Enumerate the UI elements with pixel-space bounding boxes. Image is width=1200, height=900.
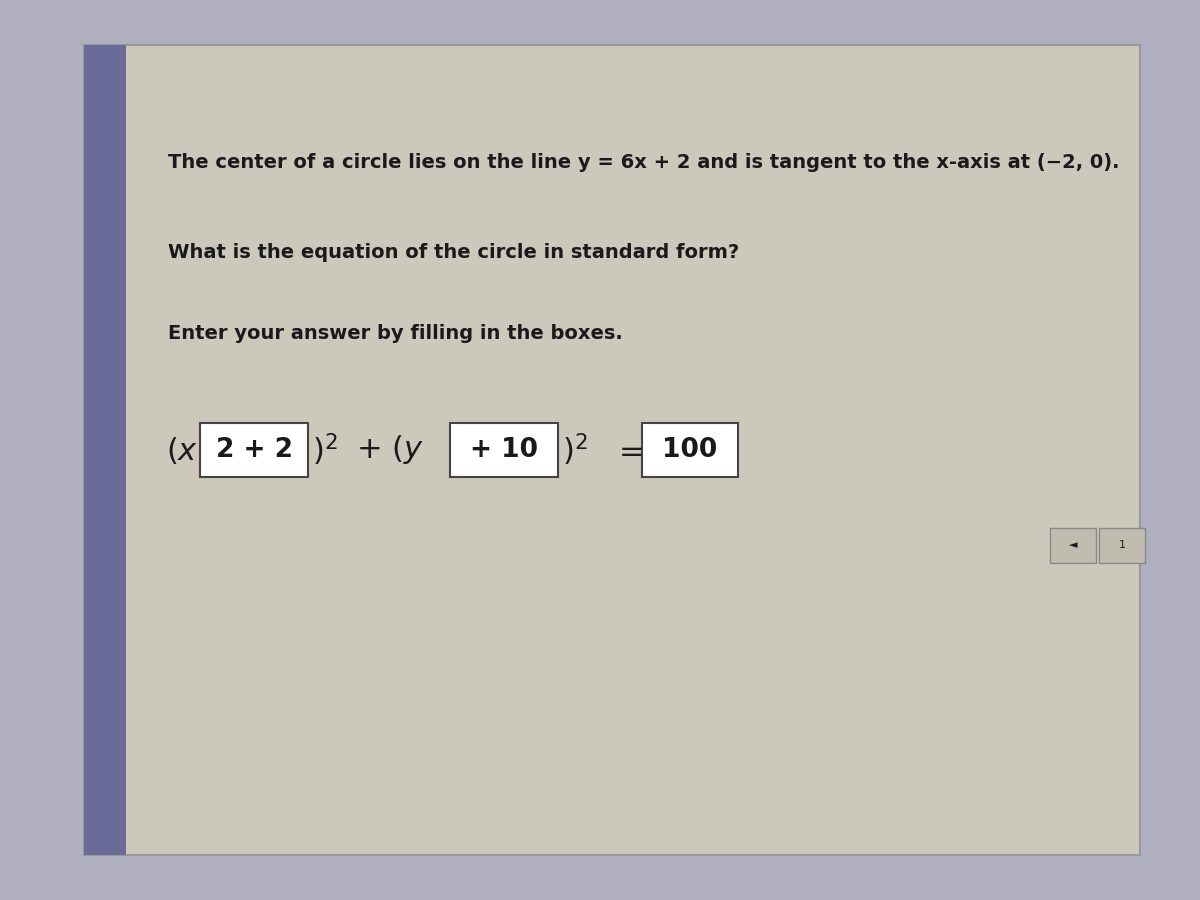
Text: ◄: ◄ [1068, 540, 1078, 551]
Text: 1: 1 [1118, 540, 1126, 551]
Bar [200, 423, 308, 477]
Text: $)^2$: $)^2$ [312, 432, 337, 468]
Text: $)^2$: $)^2$ [562, 432, 587, 468]
Bar [84, 45, 126, 855]
Bar [642, 423, 738, 477]
Bar [1099, 528, 1145, 562]
Text: 2 + 2: 2 + 2 [216, 437, 293, 463]
Text: 100: 100 [662, 437, 718, 463]
Text: What is the equation of the circle in standard form?: What is the equation of the circle in st… [168, 243, 739, 262]
Text: The center of a circle lies on the line y = 6x + 2 and is tangent to the x-axis : The center of a circle lies on the line … [168, 153, 1120, 172]
Text: + 10: + 10 [470, 437, 538, 463]
Text: $(x$: $(x$ [166, 435, 198, 465]
Bar [84, 45, 1140, 855]
Text: $+\ (y$: $+\ (y$ [356, 434, 424, 466]
Text: $=$: $=$ [613, 436, 643, 464]
Bar [1050, 528, 1096, 562]
Text: Enter your answer by filling in the boxes.: Enter your answer by filling in the boxe… [168, 324, 623, 343]
Bar [450, 423, 558, 477]
